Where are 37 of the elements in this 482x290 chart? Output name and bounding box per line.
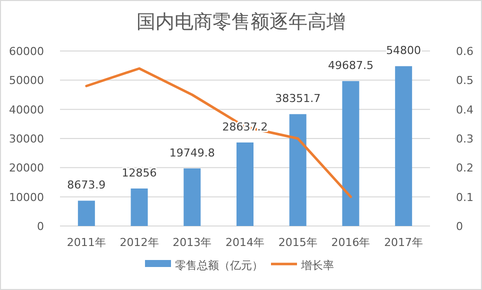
data-label: 49687.5 [328, 59, 374, 72]
legend-label: 零售总额（亿元） [175, 259, 263, 272]
y2-tick-label: 0.1 [456, 190, 474, 204]
data-label: 8673.9 [67, 178, 106, 192]
y-tick-label: 40000 [9, 103, 44, 116]
x-tick-label: 2014年 [226, 236, 264, 249]
data-label: 38351.7 [275, 92, 321, 106]
data-label: 54800 [386, 44, 422, 58]
y-tick-label: 50000 [9, 74, 44, 88]
y2-tick-label: 0.4 [456, 103, 474, 116]
x-tick-label: 2011年 [66, 236, 106, 249]
y2-tick-label: 0.3 [456, 132, 474, 146]
bar [78, 200, 95, 226]
y2-tick-label: 0 [456, 220, 463, 233]
chart-title: 国内电商零售额逐年高增 [136, 11, 346, 33]
x-tick-label: 2015年 [278, 236, 318, 249]
y2-tick-label: 0.6 [456, 45, 474, 58]
data-label: 19749.8 [169, 146, 215, 160]
bar [342, 81, 360, 226]
bar [289, 114, 306, 226]
y2-tick-label: 0.5 [456, 74, 474, 88]
x-tick-label: 2016年 [331, 236, 370, 249]
bar [184, 168, 201, 226]
x-tick-label: 2012年 [120, 236, 159, 249]
x-tick-label: 2013年 [172, 236, 212, 249]
y2-tick-label: 0.2 [456, 162, 474, 175]
bar [130, 188, 148, 226]
y-tick-label: 20000 [9, 162, 44, 175]
legend-label: 增长率 [300, 259, 334, 272]
y-tick-label: 60000 [9, 45, 44, 58]
y-tick-label: 30000 [9, 132, 44, 146]
data-label: 12856 [122, 166, 157, 180]
y-tick-label: 10000 [9, 190, 44, 204]
x-tick-label: 2017年 [384, 236, 424, 249]
bar [236, 142, 254, 226]
bar [395, 66, 412, 226]
y-tick-label: 0 [37, 220, 44, 233]
